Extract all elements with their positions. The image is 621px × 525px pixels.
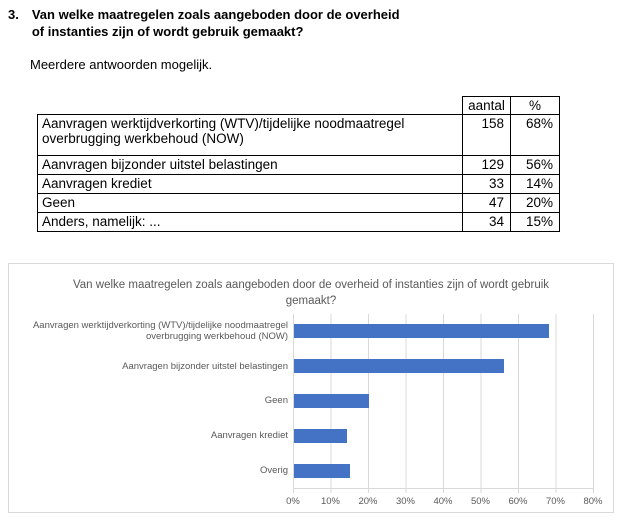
bar-chart: Van welke maatregelen zoals aangeboden d… (8, 263, 614, 513)
table-row: Aanvragen bijzonder uitstel belastingen 1… (37, 155, 560, 175)
chart-row: Aanvragen werktijdverkorting (WTV)/tijde… (9, 314, 613, 349)
x-axis-line (293, 488, 594, 489)
x-axis-labels: 0% 10% 20% 30% 40% 50% 60% 70% 80% (9, 496, 613, 510)
chart-row: Overig (9, 453, 613, 488)
x-axis-tick-label: 20% (358, 496, 378, 507)
chart-plot-area: Aanvragen werktijdverkorting (WTV)/tijde… (9, 314, 613, 507)
chart-category-label: Aanvragen krediet (210, 430, 288, 442)
table-row: Anders, namelijk: ... 34 15% (37, 212, 560, 232)
row-label: Anders, namelijk: ... (37, 212, 463, 232)
chart-bar (294, 393, 369, 408)
chart-row: Aanvragen krediet (9, 418, 613, 453)
chart-bar (294, 428, 347, 443)
row-label: Geen (37, 193, 463, 213)
row-pct: 15% (510, 212, 560, 232)
x-axis-tick-label: 50% (470, 496, 490, 507)
row-label: Aanvragen bijzonder uitstel belastingen (37, 155, 463, 175)
row-aantal: 158 (462, 114, 511, 156)
chart-title: Van welke maatregelen zoals aangeboden d… (72, 279, 550, 307)
chart-row: Aanvragen bijzonder uitstel belastingen (9, 349, 613, 384)
table-row: Aanvragen krediet 33 14% (37, 174, 560, 194)
table-corner-spacer (38, 97, 463, 115)
question-note: Meerdere antwoorden mogelijk. (30, 57, 213, 72)
chart-bar (294, 359, 504, 374)
row-pct: 68% (510, 114, 560, 156)
table-row: Aanvragen werktijdverkorting (WTV)/tijde… (37, 114, 560, 156)
results-table: aantal % Aanvragen werktijdverkorting (W… (37, 96, 560, 232)
x-axis-tick-label: 60% (508, 496, 528, 507)
x-axis-tick-label: 70% (545, 496, 565, 507)
question-title: Van welke maatregelen zoals aangeboden d… (31, 7, 400, 39)
x-axis-ticks (293, 489, 594, 493)
x-axis-tick-label: 10% (320, 496, 340, 507)
chart-category-label: Aanvragen bijzonder uitstel belastingen (122, 360, 288, 372)
table-header-row: aantal % (38, 96, 560, 115)
row-aantal: 33 (462, 174, 511, 194)
x-axis-tick-label: 80% (583, 496, 603, 507)
row-aantal: 129 (462, 155, 511, 175)
chart-bar (294, 463, 351, 478)
row-pct: 56% (510, 155, 560, 175)
x-axis-tick-label: 40% (433, 496, 453, 507)
row-aantal: 47 (462, 193, 511, 213)
col-header-aantal: aantal (462, 96, 511, 115)
chart-bar (294, 324, 549, 339)
row-pct: 20% (510, 193, 560, 213)
x-axis-tick-label: 0% (286, 496, 300, 507)
chart-category-label: Aanvragen werktijdverkorting (WTV)/tijde… (32, 320, 288, 343)
question-number: 3. (8, 7, 19, 22)
chart-category-label: Overig (260, 465, 288, 477)
x-axis-tick-label: 30% (395, 496, 415, 507)
chart-category-label: Geen (264, 395, 288, 407)
chart-row: Geen (9, 384, 613, 419)
row-pct: 14% (510, 174, 560, 194)
row-aantal: 34 (462, 212, 511, 232)
row-label: Aanvragen krediet (37, 174, 463, 194)
question-heading: 3. Van welke maatregelen zoals aangebode… (8, 6, 414, 40)
col-header-pct: % (510, 96, 560, 115)
table-row: Geen 47 20% (37, 193, 560, 213)
row-label: Aanvragen werktijdverkorting (WTV)/tijde… (37, 114, 463, 156)
